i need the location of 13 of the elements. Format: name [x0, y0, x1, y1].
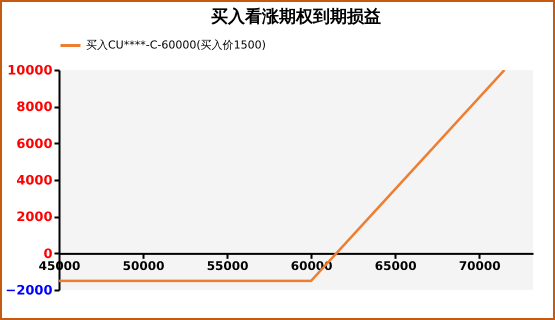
- y-tick-label: 2000: [16, 210, 52, 226]
- x-tick-label: 70000: [458, 258, 501, 273]
- y-tick-label: 0: [43, 246, 52, 262]
- x-tick-label: 50000: [122, 258, 164, 273]
- y-tick-label: 4000: [16, 174, 52, 188]
- chart-title: 买入看涨期权到期损益: [211, 7, 381, 27]
- y-tick-label: 10000: [7, 64, 52, 78]
- y-tick-label: 8000: [16, 100, 52, 116]
- x-tick-label: 55000: [206, 258, 248, 273]
- y-tick-label: −2000: [5, 284, 52, 298]
- x-tick-label: 65000: [374, 258, 417, 273]
- legend-label: 买入CU****-C-60000(买入价1500): [86, 38, 266, 52]
- y-tick-label: 6000: [16, 136, 52, 152]
